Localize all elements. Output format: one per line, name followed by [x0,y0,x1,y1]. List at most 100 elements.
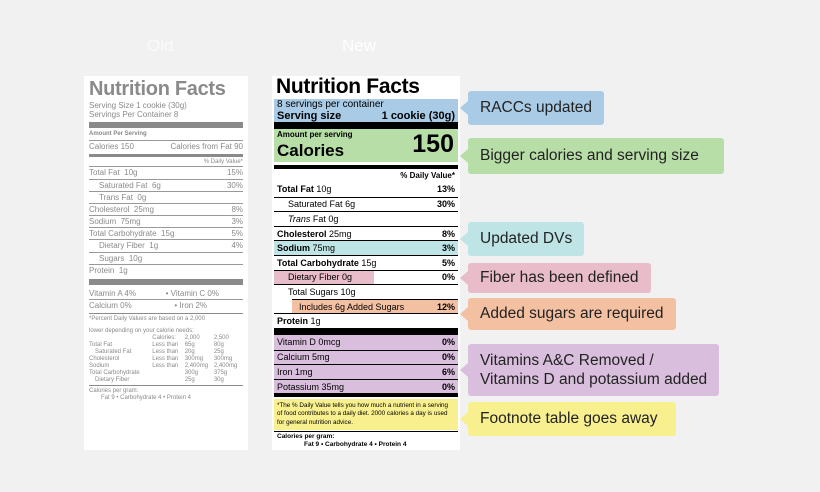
new-nutrient-dv: 13% [436,184,455,195]
new-nutrient-label: Sodium [277,243,310,254]
new-nutrient-row: Protein 1g [274,313,458,328]
new-nutrient-row: Total Carbohydrate 15g 5% [274,254,458,270]
callout-pointer [460,363,468,377]
new-nutrient-label: Includes 6g Added Sugars [299,301,405,312]
old-rows: Total Fat 10g 15% Saturated Fat 6g 30% Trans… [89,166,243,276]
new-nutrient-name: Total Fat 10g [277,184,331,194]
old-divider [89,279,243,286]
new-serving-size-label: Serving size [277,110,342,122]
callout-pointer [460,412,468,426]
old-calories-val: 150 [120,142,134,152]
old-nutrient-label: Total Carbohydrate [89,229,157,239]
new-vitamin-dv: 6% [441,366,455,377]
new-nutrient-name: Sodium 75mg [277,243,335,253]
old-divider [89,313,243,315]
new-nutrient-row: Trans Fat 0g [274,211,458,226]
old-nutrient-amount: 1g [118,265,128,275]
old-calories-label: Calories [89,142,119,152]
old-table-cell: 2,400mg [184,362,209,369]
old-vit-c: • Vitamin C 0% [165,289,219,299]
old-table-cell: 25g [213,348,224,355]
old-table-row: Sodium Less than 2,400mg 2,400mg [89,363,243,370]
old-table-cell [152,370,184,377]
old-table-cell: 300mg [184,355,204,362]
new-vitamin-dv: 0% [441,337,455,348]
new-cal-per-gram-vals: Fat 9 • Carbohydrate 4 • Protein 4 [304,440,407,448]
old-dv-head: % Daily Value* [203,159,243,166]
old-nutrient-dv: 8% [231,204,243,214]
old-calories-row: Calories 150 Calories from Fat 90 [89,140,243,152]
old-table-head: Calories: 2,000 2,500 [89,335,243,342]
new-nutrient-amount: 1g [310,316,321,327]
new-nutrient-label: Protein [277,316,309,327]
new-divider [274,393,458,398]
new-dv-head: % Daily Value* [400,171,455,180]
old-table-cell: 300g [184,369,199,376]
old-iron: • Iron 2% [174,301,207,311]
new-nutrient-amount: 15g [361,257,377,268]
new-vitamin-dv: 0% [441,352,455,363]
new-title: Nutrition Facts [276,75,420,98]
new-calories-label: Calories [277,141,345,160]
callout-added-sugars: Added sugars are required [468,298,676,330]
new-nutrient-dv: 5% [441,257,455,268]
new-nutrient-name: Total Carbohydrate 15g [277,258,376,268]
new-nutrient-name: Total Sugars 10g [277,287,356,297]
old-nutrient-amount: 15g [161,229,175,239]
serving-block: 8 servings per container Serving size 1 … [274,99,458,122]
callout-pointer [460,149,468,163]
callout-fiber: Fiber has been defined [468,263,651,293]
old-nutrient-label: Total Fat [89,168,120,178]
old-nutrient-row: Cholesterol 25mg 8% [89,202,243,215]
callout-calories: Bigger calories and serving size [468,138,724,174]
new-nutrient-label: Trans [288,213,311,224]
old-footnote1: *Percent Daily Values are based on a 2,0… [89,316,205,323]
old-table-cell: 30g [213,376,224,383]
old-nutrient-amount: 10g [124,168,138,178]
new-nutrient-name: Saturated Fat 6g [277,199,355,209]
old-divider [89,154,243,158]
old-dv-table: Calories: 2,000 2,500 Total Fat Less than 65g… [89,335,243,383]
old-cal-per-gram-vals: Fat 9 • Carbohydrate 4 • Protein 4 [101,395,191,402]
old-nutrient-row: Sodium 75mg 3% [89,215,243,227]
new-amount-per: Amount per serving [277,130,353,139]
new-nutrient-row: Cholesterol 25mg 8% [274,225,458,241]
old-nutrient-amount: 10g [128,253,143,263]
old-table-row: Dietary Fiber 25g 30g [89,377,243,384]
old-servings-per: Servings Per Container 8 [89,110,179,120]
old-nutrient-row: Protein 1g [89,263,243,276]
new-cal-per-gram: Calories per gram: [277,432,335,440]
new-vitamin-row: Vitamin D 0mcg 0% [274,334,458,350]
new-nutrient-row: Total Fat 10g 13% [274,182,458,197]
new-nutrient-label: Total Carbohydrate [277,257,359,268]
old-table-cell: Dietary Fiber [95,376,130,383]
old-table-cell: Total Fat [89,342,113,349]
callout-pointer [460,232,468,246]
new-nutrient-label: Cholesterol [277,228,327,239]
new-nutrient-dv: 12% [436,301,455,312]
old-footnote2: lower depending on your calorie needs: [89,328,194,335]
new-nutrition-label: Nutrition Facts 8 servings per container… [272,76,460,450]
old-table-cell: 300mg [213,355,233,362]
old-nutrient-row: Sugars 10g [89,251,243,264]
new-nutrient-row: Total Sugars 10g [274,284,458,299]
old-nutrient-dv: 3% [231,217,243,227]
old-nutrient-row: Trans Fat 0g [89,190,243,203]
old-table-cell: 375g [213,369,228,376]
old-nutrient-amount: 6g [151,180,161,190]
new-vitamin-label: Potassium 35mg [277,381,345,392]
new-vitamin-label: Calcium 5mg [277,352,330,363]
new-nutrient-name: Dietary Fiber 0g [277,272,352,282]
old-vit-a: Vitamin A 4% [89,289,136,299]
new-serving-size-row: Serving size 1 cookie (30g) [277,110,455,122]
old-divider [89,122,243,129]
old-table-cell [152,377,184,384]
new-nutrient-amount: Fat 0g [312,213,339,224]
new-nutrient-name: Cholesterol 25mg [277,229,352,239]
old-table-row: Total Carbohydrate 300g 375g [89,370,243,377]
old-nutrient-label: Saturated Fat [99,180,148,190]
old-table-cell: 20g [184,348,195,355]
new-nutrient-label: Total Fat [277,184,314,195]
new-nutrient-amount: 10g [340,286,356,297]
